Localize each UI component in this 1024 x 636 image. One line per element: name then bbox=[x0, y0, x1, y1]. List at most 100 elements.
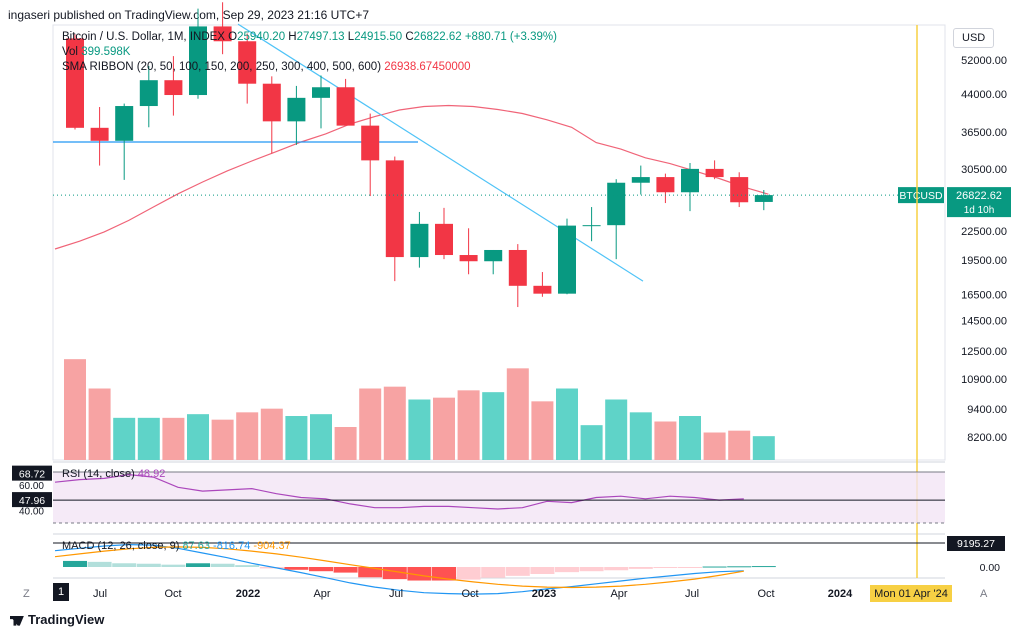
candle-body bbox=[287, 97, 306, 122]
y-tick-label: 14500.00 bbox=[961, 316, 1007, 328]
y-tick-label: 10900.00 bbox=[961, 374, 1007, 386]
rsi-legend-value: 48.92 bbox=[137, 468, 166, 480]
volume-bar bbox=[654, 421, 677, 460]
auto-scale-button[interactable]: A bbox=[980, 588, 988, 600]
candle-body bbox=[508, 249, 527, 286]
macd-histogram-bar bbox=[136, 563, 161, 567]
y-tick-label: 52000.00 bbox=[961, 55, 1007, 67]
brand-footer[interactable]: TradingView bbox=[10, 612, 104, 627]
y-tick-label: 19500.00 bbox=[961, 255, 1007, 267]
y-tick-label: 12500.00 bbox=[961, 346, 1007, 358]
candle-body bbox=[435, 223, 453, 256]
macd-legend: MACD (12, 26, close, 9) 87.63 -816.74 -9… bbox=[62, 540, 291, 552]
volume-bar bbox=[359, 388, 382, 460]
symbol-tag-label: BTCUSD bbox=[899, 190, 943, 202]
candle-body bbox=[533, 285, 552, 294]
volume-bar bbox=[605, 399, 628, 460]
volume-bar bbox=[703, 432, 726, 460]
macd-histogram-bar bbox=[333, 567, 358, 573]
macd-histogram-bar bbox=[112, 563, 137, 567]
currency-button[interactable]: USD bbox=[953, 28, 995, 48]
legend-open: 25940.20 bbox=[237, 31, 286, 43]
zoom-reset-button[interactable]: Z bbox=[23, 588, 30, 600]
legend-volume: Vol 399.598K bbox=[62, 45, 130, 60]
volume-bar bbox=[752, 436, 775, 460]
legend-vol-label: Vol bbox=[62, 46, 78, 58]
y-tick-label: 22500.00 bbox=[961, 226, 1007, 238]
volume-bar bbox=[64, 359, 86, 460]
volume-bar bbox=[310, 414, 332, 460]
x-tick-label: Oct bbox=[757, 588, 774, 600]
legend-close: 26822.62 bbox=[413, 31, 462, 43]
candle-body bbox=[681, 168, 699, 193]
macd-histogram-bar bbox=[653, 567, 678, 568]
macd-histogram-bar bbox=[87, 561, 112, 567]
candle-body bbox=[336, 87, 355, 126]
legend-sma-label: SMA RIBBON (20, 50, 100, 150, 200, 250, … bbox=[62, 61, 382, 73]
macd-legend-name: MACD (12, 26, close, 9) bbox=[62, 540, 180, 552]
macd-histogram-bar bbox=[579, 567, 604, 572]
volume-bar bbox=[433, 397, 455, 460]
candle-body bbox=[66, 38, 84, 128]
candle-body bbox=[238, 41, 257, 84]
rsi-tick-label: 40.00 bbox=[19, 506, 44, 517]
macd-histogram-bar bbox=[481, 567, 506, 578]
x-tick-label: Oct bbox=[461, 588, 478, 600]
last-price-tag bbox=[947, 187, 1011, 218]
legend-low: 24915.50 bbox=[354, 31, 403, 43]
volume-bar bbox=[408, 399, 431, 460]
volume-bar bbox=[187, 414, 209, 460]
volume-bar bbox=[88, 388, 111, 460]
macd-histogram-bar bbox=[358, 567, 383, 578]
brand-name: TradingView bbox=[28, 612, 105, 627]
y-tick-label: 44000.00 bbox=[961, 89, 1007, 101]
candle-body bbox=[631, 177, 650, 183]
volume-bar bbox=[531, 401, 554, 460]
macd-histogram-bar bbox=[186, 563, 210, 567]
candle-body bbox=[730, 177, 749, 203]
candle-body bbox=[312, 87, 330, 98]
candle-body bbox=[115, 106, 134, 141]
macd-histogram-bar bbox=[678, 567, 702, 568]
macd-histogram-bar bbox=[628, 567, 653, 569]
volume-bar bbox=[113, 417, 136, 460]
timeframe-button[interactable]: 1 bbox=[53, 583, 69, 601]
candle-body bbox=[459, 255, 478, 262]
rsi-tag-label: 68.72 bbox=[19, 469, 45, 481]
legend-ohlc: Bitcoin / U.S. Dollar, 1M, INDEX O25940.… bbox=[62, 30, 557, 45]
macd-histogram-bar bbox=[751, 566, 776, 568]
macd-histogram-bar bbox=[235, 565, 260, 567]
legend-low-label: L bbox=[347, 31, 355, 43]
legend-high: 27497.13 bbox=[296, 31, 345, 43]
rsi-tag-label: 47.96 bbox=[19, 495, 45, 507]
x-tick-label: Oct bbox=[164, 588, 181, 600]
x-tick-label: Jul bbox=[389, 588, 403, 600]
macd-histogram-bar bbox=[161, 564, 186, 567]
candle-body bbox=[262, 83, 281, 122]
volume-bar bbox=[260, 408, 283, 460]
volume-bar bbox=[457, 390, 480, 460]
candle-body bbox=[139, 80, 158, 107]
candle-body bbox=[607, 182, 626, 226]
macd-histogram-bar bbox=[407, 567, 432, 581]
volume-bar bbox=[236, 412, 259, 460]
macd-histogram-bar bbox=[284, 567, 309, 570]
macd-histogram-bar bbox=[702, 566, 727, 568]
signal-line bbox=[54, 546, 744, 589]
candle-body bbox=[558, 225, 576, 294]
candle-body bbox=[754, 195, 773, 202]
candle-body bbox=[189, 26, 207, 96]
candle-body bbox=[484, 249, 503, 262]
legend-sma: SMA RIBBON (20, 50, 100, 150, 200, 250, … bbox=[62, 60, 471, 75]
candle-body bbox=[582, 225, 601, 227]
candle-body bbox=[705, 168, 724, 178]
published-by-text: ingaseri published on TradingView.com, S… bbox=[8, 8, 370, 22]
macd-histogram-bar bbox=[555, 567, 579, 573]
macd-legend-signal: -904.37 bbox=[253, 540, 291, 552]
volume-bar bbox=[162, 417, 185, 460]
y-tick-label: 30500.00 bbox=[961, 164, 1007, 176]
volume-bar bbox=[506, 368, 529, 460]
symbol-tag bbox=[898, 187, 944, 204]
candle-body bbox=[385, 160, 404, 258]
